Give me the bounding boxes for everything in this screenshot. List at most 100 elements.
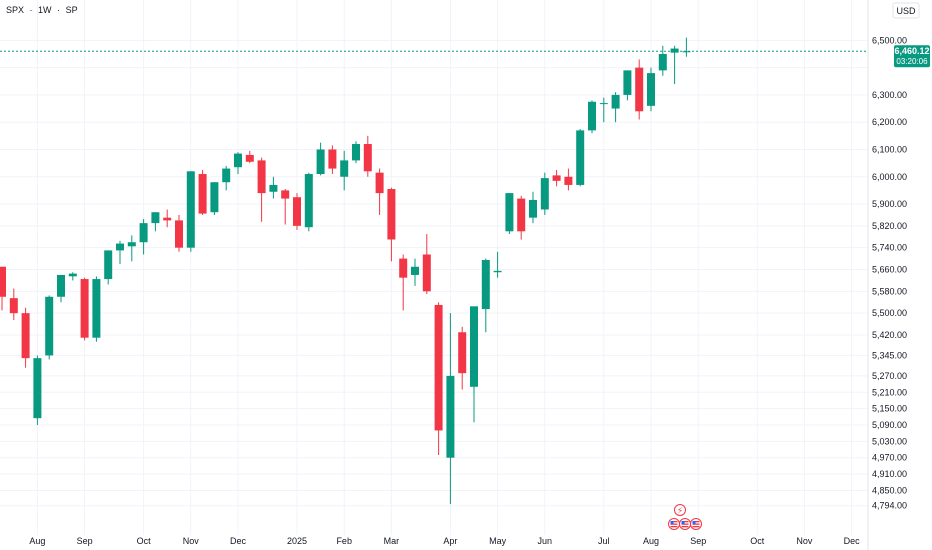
candle-body [611,94,620,109]
candle[interactable] [340,150,349,191]
candle[interactable] [411,258,419,286]
candle[interactable] [682,37,691,57]
candle[interactable] [245,150,254,164]
candle[interactable] [493,251,502,278]
candle-body [375,172,384,194]
candle[interactable] [399,254,408,311]
candle[interactable] [33,355,42,425]
candle[interactable] [151,212,160,232]
candle[interactable] [623,70,632,101]
currency-button-bg[interactable] [892,2,920,19]
chart-symbol-header[interactable]: SPX · 1W · SP [6,5,78,15]
candle[interactable] [222,165,231,191]
candle[interactable] [80,277,89,341]
earnings-icon[interactable]: ⚡ [674,504,686,517]
candle[interactable] [0,266,6,311]
candle[interactable] [658,45,667,76]
candle[interactable] [434,302,443,455]
candle[interactable] [281,189,290,225]
candle[interactable] [635,59,644,120]
candle[interactable] [387,187,396,262]
candle[interactable] [163,209,172,228]
candle-body [222,168,231,183]
currency-label[interactable]: USD [896,6,916,16]
candle[interactable] [458,326,467,390]
candle[interactable] [45,295,54,360]
candle[interactable] [611,92,620,123]
candle-body [293,197,301,226]
candle[interactable] [328,145,337,175]
candle[interactable] [375,168,384,215]
candle[interactable] [293,193,301,230]
candle[interactable] [139,219,148,255]
candle[interactable] [21,307,30,368]
candle[interactable] [198,169,207,215]
time-tick-label: Nov [183,536,200,546]
candle[interactable] [446,313,455,505]
candle[interactable] [257,157,266,222]
us-flag-icon[interactable] [679,518,691,530]
candle-body [198,174,207,214]
candle[interactable] [599,97,608,123]
candle[interactable] [186,171,195,252]
candle[interactable] [92,276,101,342]
candle-body [340,160,349,177]
time-tick-label: Aug [643,536,659,546]
candle-body [21,313,30,359]
last-price-value: 6,460.12 [894,46,929,56]
candle-body [116,243,124,251]
candle[interactable] [316,142,325,176]
candle[interactable] [564,168,573,191]
candle[interactable] [422,234,431,295]
candle-body [564,176,573,185]
candle-body [316,149,325,175]
candle[interactable] [670,45,679,85]
time-tick-label: Nov [796,536,813,546]
candle[interactable] [352,141,360,164]
candle-body [682,51,691,53]
candle[interactable] [304,172,313,232]
price-tick-label: 5,210.00 [872,387,907,397]
candle[interactable] [363,135,372,177]
candle[interactable] [234,152,242,175]
candle-body [163,217,172,221]
candle[interactable] [576,129,585,187]
candle[interactable] [127,235,136,262]
candle[interactable] [540,172,549,215]
time-axis[interactable]: Aug Sep Oct Nov Dec 2025 Feb Mar Apr May Jun Jul Aug… [29,536,860,546]
us-flag-icon[interactable] [668,518,680,530]
candle[interactable] [9,288,18,320]
candle-body [45,296,54,356]
candle[interactable] [116,240,124,265]
candle[interactable] [517,195,526,240]
candle[interactable] [269,176,278,199]
candle-body [481,259,490,310]
candle-body [411,266,419,275]
candle[interactable] [104,250,113,285]
candle[interactable] [210,182,219,215]
time-tick-label: Sep [77,536,93,546]
price-tick-label: 5,420.00 [872,330,907,340]
candle-body [387,189,396,240]
price-axis[interactable]: 4,794.00 4,850.00 4,910.00 4,970.00 5,030.00… [872,35,907,510]
candle[interactable] [481,258,490,333]
price-axis-bg[interactable] [868,0,932,550]
candle-body [175,220,183,248]
candle[interactable] [588,100,596,134]
candle[interactable] [505,193,514,235]
candle[interactable] [552,169,561,187]
candle[interactable] [647,67,655,112]
us-flag-icon[interactable] [690,518,702,530]
candle[interactable] [175,214,183,252]
candle[interactable] [470,306,478,423]
candle[interactable] [57,274,65,303]
candle-body [470,306,478,387]
price-tick-label: 5,740.00 [872,243,907,253]
candle[interactable] [68,272,77,281]
candle[interactable] [529,191,537,224]
candle-body [210,182,219,213]
time-tick-label: Jun [538,536,553,546]
price-tick-label: 6,500.00 [872,35,907,45]
